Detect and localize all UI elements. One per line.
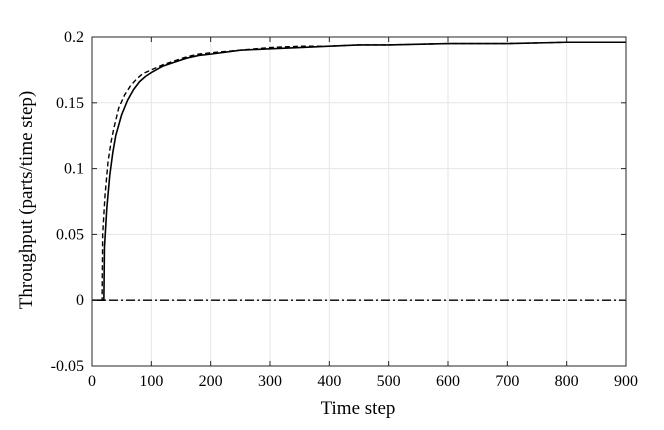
grid-lines [91, 36, 627, 367]
y-tick-label: 0.15 [56, 95, 84, 112]
y-tick-labels: -0.05 0 0.05 0.1 0.15 0.2 [51, 29, 84, 375]
x-tick-label: 600 [436, 373, 460, 390]
series-group [92, 41, 626, 301]
plot-frame [91, 36, 627, 367]
y-tick-label: 0 [76, 292, 84, 309]
x-axis-label: Time step [321, 398, 396, 419]
tick-marks [91, 36, 627, 367]
y-axis-label: Throughput (parts/time step) [16, 91, 37, 309]
x-tick-label: 700 [495, 373, 519, 390]
x-tick-label: 900 [614, 373, 638, 390]
x-tick-label: 200 [199, 373, 223, 390]
x-tick-labels: 0 100 200 300 400 500 600 700 800 900 [88, 373, 638, 390]
x-tick-label: 100 [139, 373, 163, 390]
y-tick-label: 0.05 [56, 226, 84, 243]
x-tick-label: 800 [555, 373, 579, 390]
series-line-solid [92, 41, 626, 301]
x-tick-label: 400 [317, 373, 341, 390]
series-line-dashed [92, 41, 626, 301]
y-tick-label: 0.1 [64, 161, 84, 178]
x-tick-label: 500 [377, 373, 401, 390]
y-tick-label: -0.05 [51, 358, 84, 375]
x-tick-label: 0 [88, 373, 96, 390]
x-tick-label: 300 [258, 373, 282, 390]
y-tick-label: 0.2 [64, 29, 84, 46]
